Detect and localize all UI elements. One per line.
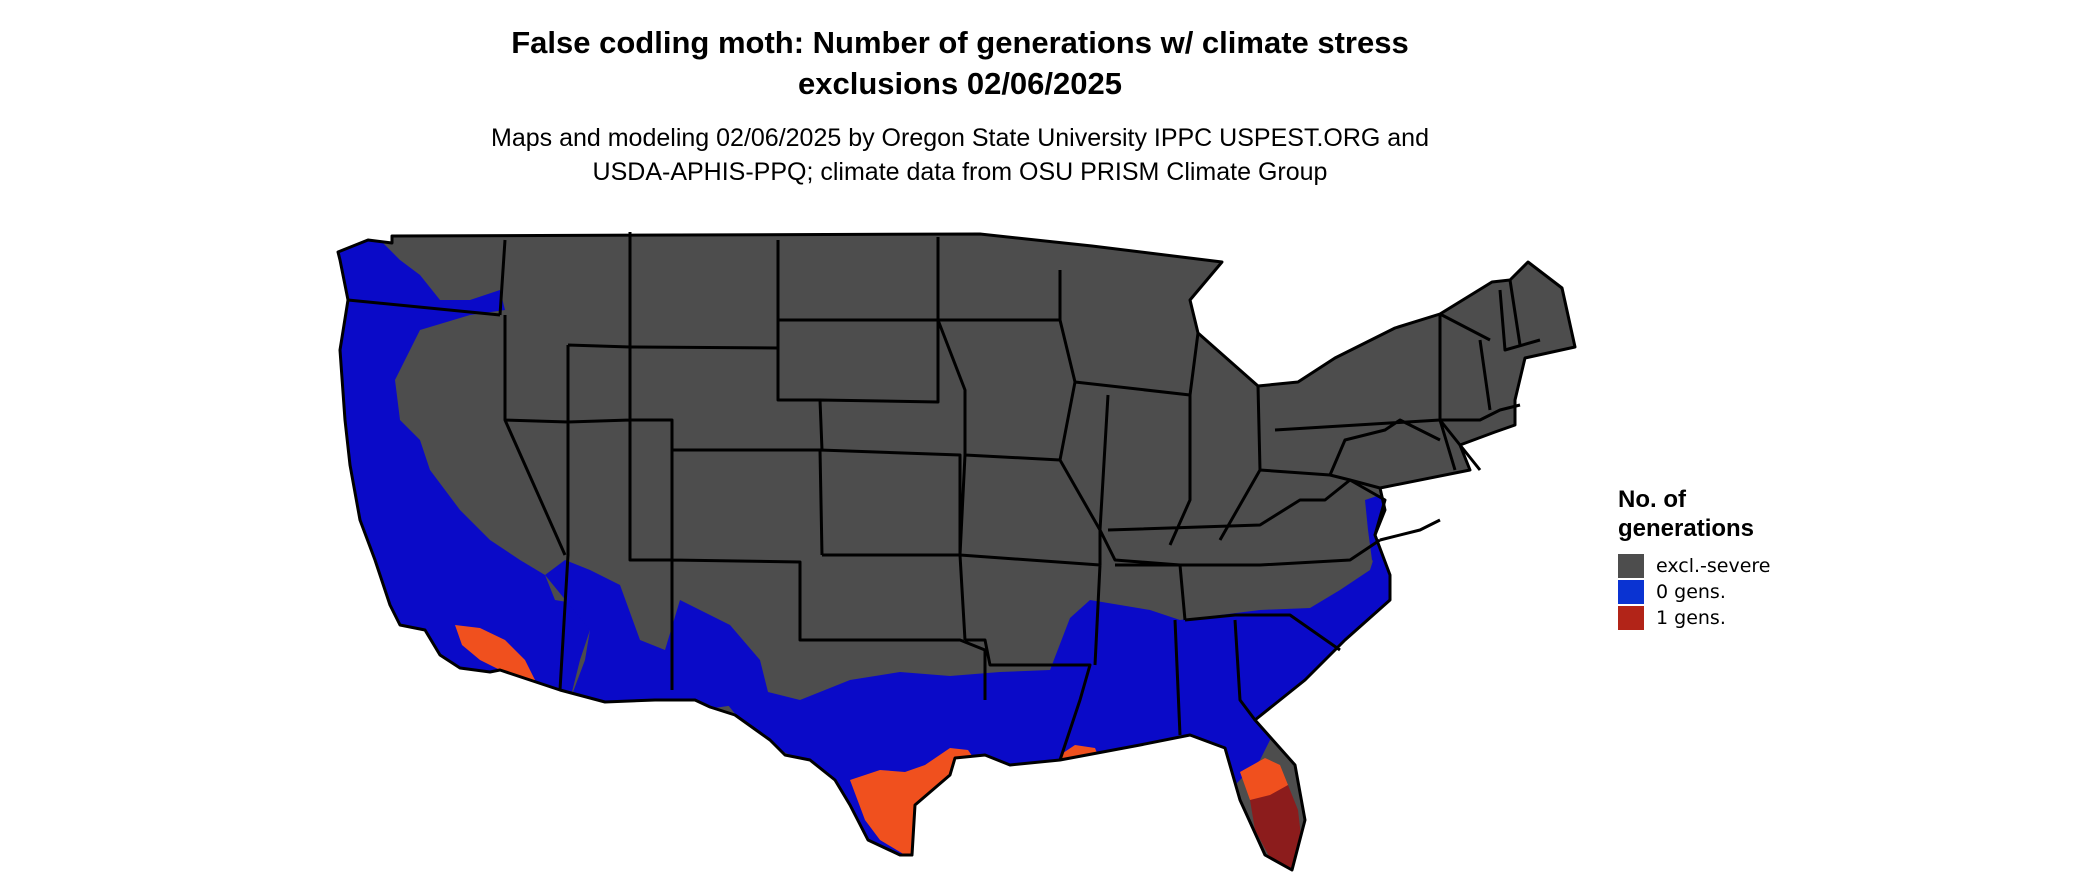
legend-swatch-excluded xyxy=(1618,554,1644,578)
legend-swatch-zero-gens xyxy=(1618,580,1644,604)
map-title-line1: False codling moth: Number of generation… xyxy=(511,25,1409,60)
legend-swatch-one-gen xyxy=(1618,606,1644,630)
state-lines-east xyxy=(1218,279,1541,542)
legend-title-line2: generations xyxy=(1618,515,1755,542)
state-borders xyxy=(336,232,1577,872)
legend-item-excluded: excl.-severe xyxy=(1618,553,1771,579)
legend-label-excluded: excl.-severe xyxy=(1656,555,1771,577)
map-subtitle-line1: Maps and modeling 02/06/2025 by Oregon S… xyxy=(491,124,1429,152)
legend-title-line1: No. of xyxy=(1618,486,1686,513)
legend-label-one-gen: 1 gens. xyxy=(1656,607,1726,629)
region-one-gen-florida-north xyxy=(1240,758,1288,800)
legend-title: No. of generations xyxy=(1618,485,1771,543)
state-lines-central xyxy=(936,237,1381,761)
map-title: False codling moth: Number of generation… xyxy=(0,22,1920,104)
legend-item-zero-gens: 0 gens. xyxy=(1618,579,1771,605)
legend-item-one-gen: 1 gens. xyxy=(1618,605,1771,631)
legend: No. of generations excl.-severe 0 gens. … xyxy=(1618,485,1771,631)
region-one-gen-florida-south xyxy=(1250,785,1302,870)
region-zero-gens-west-coast xyxy=(338,240,590,700)
map-title-line2: exclusions 02/06/2025 xyxy=(797,66,1122,101)
map-subtitle: Maps and modeling 02/06/2025 by Oregon S… xyxy=(0,121,1920,189)
region-zero-gens-desert-southwest xyxy=(545,560,770,710)
region-one-gen-south-texas xyxy=(850,748,975,855)
map-subtitle-line2: USDA-APHIS-PPQ; climate data from OSU PR… xyxy=(592,158,1328,186)
legend-label-zero-gens: 0 gens. xyxy=(1656,581,1726,603)
region-one-gen-socal-coast xyxy=(455,625,535,680)
us-outline xyxy=(336,232,1577,872)
